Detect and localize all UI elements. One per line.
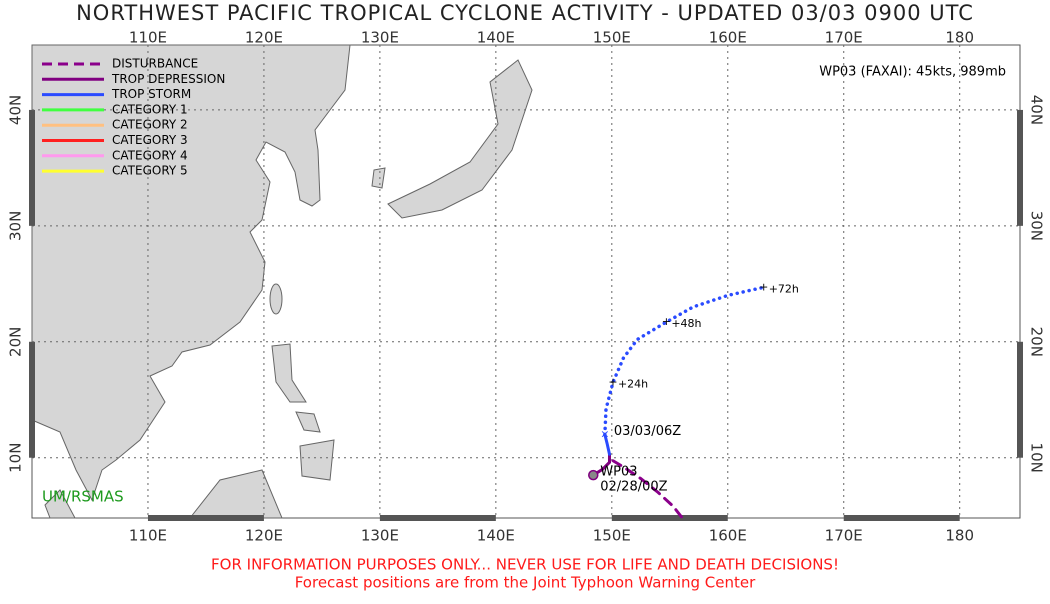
note: Forecast positions are from the Joint Ty… bbox=[295, 574, 756, 592]
lon-label: 120E bbox=[245, 29, 283, 47]
lon-label: 110E bbox=[129, 29, 167, 47]
storm-info: WP03 (FAXAI): 45kts, 989mb bbox=[819, 65, 1006, 80]
lon-label: 160E bbox=[709, 29, 747, 47]
axis-bar bbox=[29, 109, 35, 226]
lon-label: 140E bbox=[477, 29, 515, 47]
axis-bar bbox=[611, 515, 728, 521]
axis-bar bbox=[29, 341, 35, 458]
axis-bar bbox=[843, 515, 960, 521]
legend-label: CATEGORY 4 bbox=[112, 148, 188, 162]
lon-label: 180 bbox=[945, 527, 974, 545]
lon-label: 120E bbox=[245, 527, 283, 545]
lon-label: 150E bbox=[593, 29, 631, 47]
axis-bar bbox=[379, 515, 496, 521]
lat-label: 40N bbox=[7, 95, 25, 125]
storm-name: WP03 bbox=[600, 465, 637, 480]
lat-label: 30N bbox=[7, 211, 25, 241]
credit: UM/RSMAS bbox=[42, 488, 124, 506]
lon-label: 150E bbox=[593, 527, 631, 545]
lat-label: 20N bbox=[1028, 327, 1046, 357]
lon-label: 180 bbox=[945, 29, 974, 47]
title: NORTHWEST PACIFIC TROPICAL CYCLONE ACTIV… bbox=[76, 1, 974, 25]
forecast-label: +24h bbox=[618, 377, 648, 390]
current-marker: × bbox=[600, 428, 609, 441]
storm-track bbox=[603, 433, 611, 456]
lon-label: 160E bbox=[709, 527, 747, 545]
legend-label: DISTURBANCE bbox=[112, 57, 198, 71]
lon-label: 140E bbox=[477, 527, 515, 545]
legend-label: CATEGORY 1 bbox=[112, 102, 188, 116]
lon-label: 170E bbox=[825, 29, 863, 47]
legend-label: TROP DEPRESSION bbox=[111, 72, 225, 86]
legend-label: CATEGORY 5 bbox=[112, 164, 188, 178]
lon-label: 170E bbox=[825, 527, 863, 545]
lon-label: 110E bbox=[129, 527, 167, 545]
depression-track bbox=[591, 452, 611, 477]
current-time: 03/03/06Z bbox=[614, 424, 681, 439]
start-time: 02/28/00Z bbox=[600, 480, 667, 495]
legend-label: TROP STORM bbox=[111, 87, 191, 101]
forecast-track bbox=[603, 285, 766, 437]
axis-bar bbox=[1017, 109, 1023, 226]
axis-bar bbox=[1017, 341, 1023, 458]
forecast-label: +72h bbox=[769, 282, 799, 295]
warning: FOR INFORMATION PURPOSES ONLY... NEVER U… bbox=[211, 556, 839, 574]
lat-label: 40N bbox=[1028, 95, 1046, 125]
forecast-marker: + bbox=[608, 375, 617, 388]
lon-label: 130E bbox=[361, 527, 399, 545]
forecast-marker: + bbox=[759, 280, 768, 293]
lat-label: 10N bbox=[1028, 443, 1046, 473]
legend-label: CATEGORY 3 bbox=[112, 133, 188, 147]
lat-label: 30N bbox=[1028, 211, 1046, 241]
lat-label: 20N bbox=[7, 327, 25, 357]
start-marker bbox=[588, 469, 599, 481]
forecast-label: +48h bbox=[671, 317, 701, 330]
axis-bar bbox=[147, 515, 264, 521]
lon-label: 130E bbox=[361, 29, 399, 47]
disturbance-track bbox=[610, 458, 683, 519]
lat-label: 10N bbox=[7, 443, 25, 473]
forecast-marker: + bbox=[662, 315, 671, 328]
legend-label: CATEGORY 2 bbox=[112, 118, 188, 132]
